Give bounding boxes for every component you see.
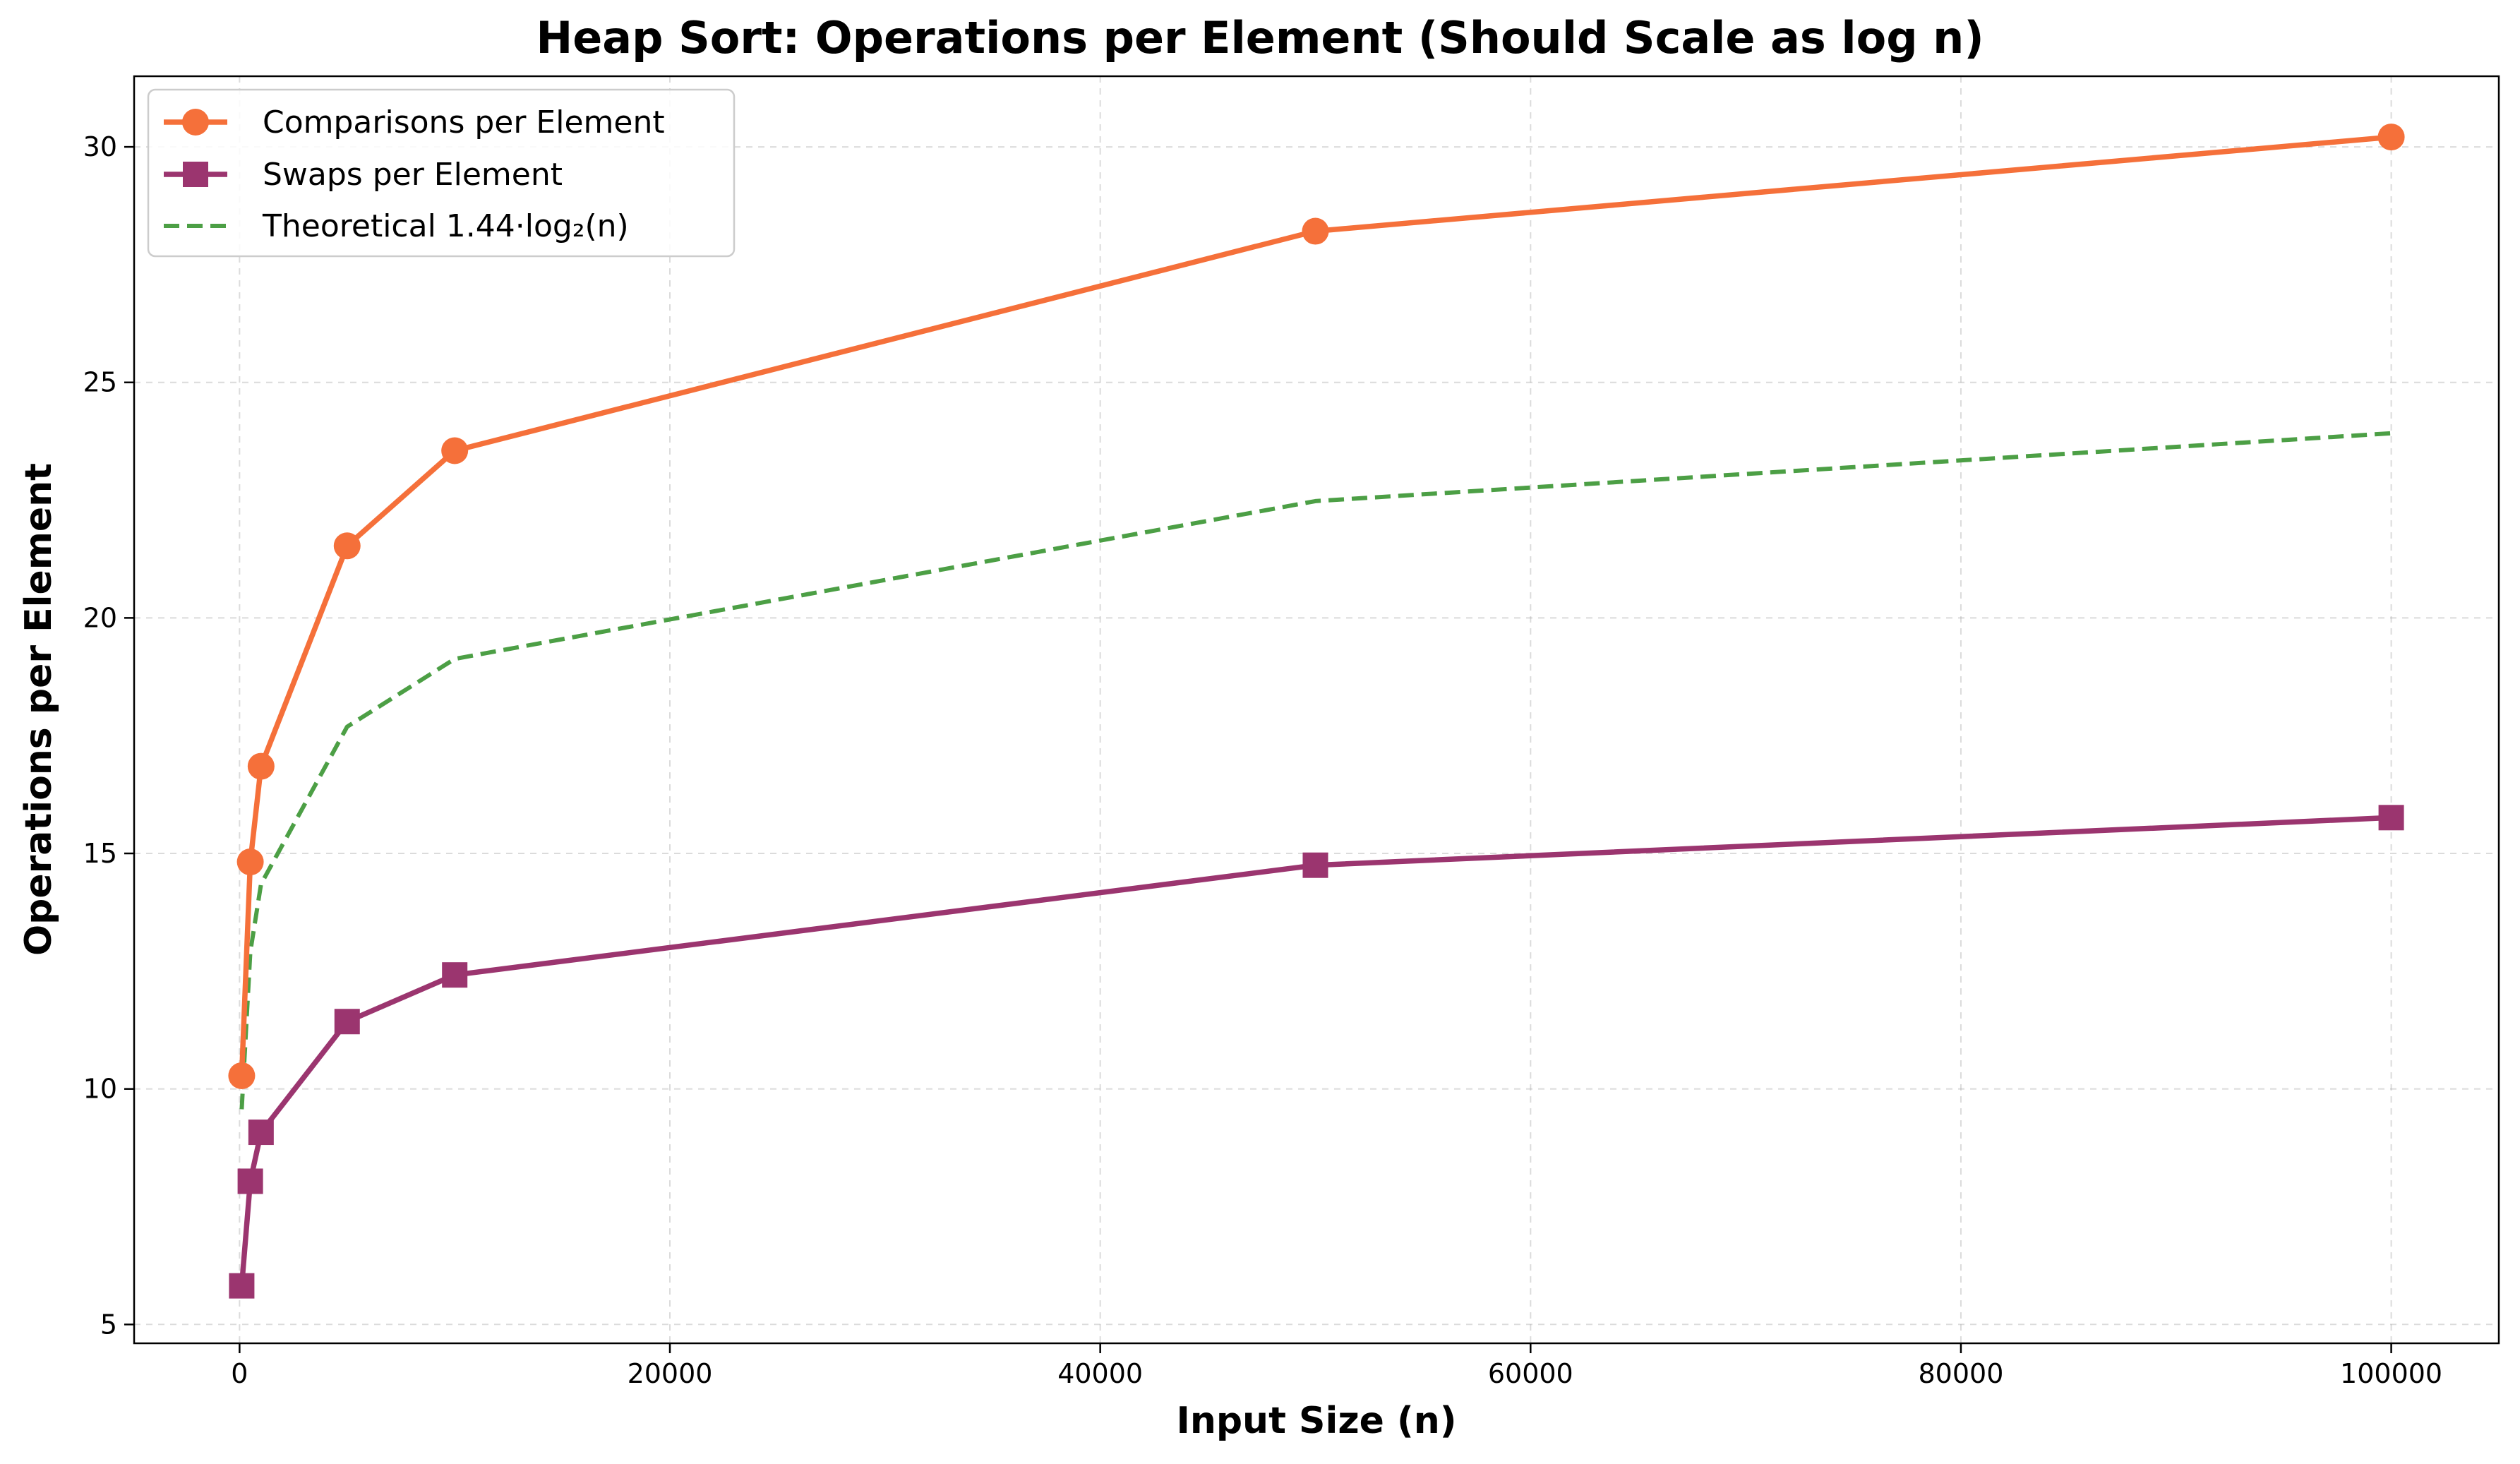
series-2	[239, 431, 2392, 1110]
data-point-square	[229, 1273, 255, 1299]
x-tick-label: 0	[231, 1358, 248, 1389]
x-tick-label: 20000	[628, 1358, 713, 1389]
series-line	[239, 431, 2392, 1110]
data-point-circle	[2377, 124, 2405, 151]
legend-marker-circle	[182, 109, 209, 136]
y-tick-label: 20	[83, 602, 117, 633]
data-point-circle	[441, 437, 469, 464]
x-tick-label: 60000	[1488, 1358, 1573, 1389]
legend-label: Theoretical 1.44·log₂(n)	[262, 208, 629, 244]
axis-ticks: 0 20000 40000 60000 80000 100000 5 10 15 20 25 30	[83, 131, 2442, 1389]
data-point-square	[237, 1168, 263, 1194]
data-point-circle	[1302, 217, 1329, 245]
y-axis-label: Operations per Element	[18, 463, 60, 956]
x-tick-label: 100000	[2340, 1358, 2442, 1389]
data-point-square	[1302, 852, 1328, 878]
x-axis-label: Input Size (n)	[1176, 1400, 1456, 1442]
legend-label: Swaps per Element	[263, 157, 563, 193]
y-tick-label: 5	[100, 1309, 117, 1340]
data-point-square	[2378, 805, 2404, 831]
x-tick-label: 80000	[1918, 1358, 2003, 1389]
plot-frame	[133, 75, 2500, 1345]
y-tick-label: 15	[83, 838, 117, 869]
x-tick-label: 40000	[1057, 1358, 1143, 1389]
legend-label: Comparisons per Element	[263, 104, 665, 140]
legend-marker-square	[183, 162, 208, 187]
data-point-circle	[236, 848, 264, 876]
data-point-square	[248, 1120, 274, 1146]
data-point-circle	[333, 532, 361, 560]
data-point-circle	[228, 1062, 256, 1089]
series-0	[228, 124, 2405, 1089]
y-tick-label: 30	[83, 131, 117, 162]
legend-box	[147, 88, 736, 258]
grid	[134, 76, 2499, 1343]
data-point-square	[442, 962, 468, 988]
data-point-circle	[247, 752, 275, 780]
legend: Comparisons per Element Swaps per Element…	[147, 88, 736, 258]
chart-title: Heap Sort: Operations per Element (Shoul…	[536, 12, 1984, 64]
series-layer	[228, 124, 2405, 1299]
y-tick-label: 10	[83, 1074, 117, 1105]
data-point-square	[334, 1009, 360, 1035]
y-tick-label: 25	[83, 367, 117, 398]
series-1	[229, 805, 2404, 1299]
